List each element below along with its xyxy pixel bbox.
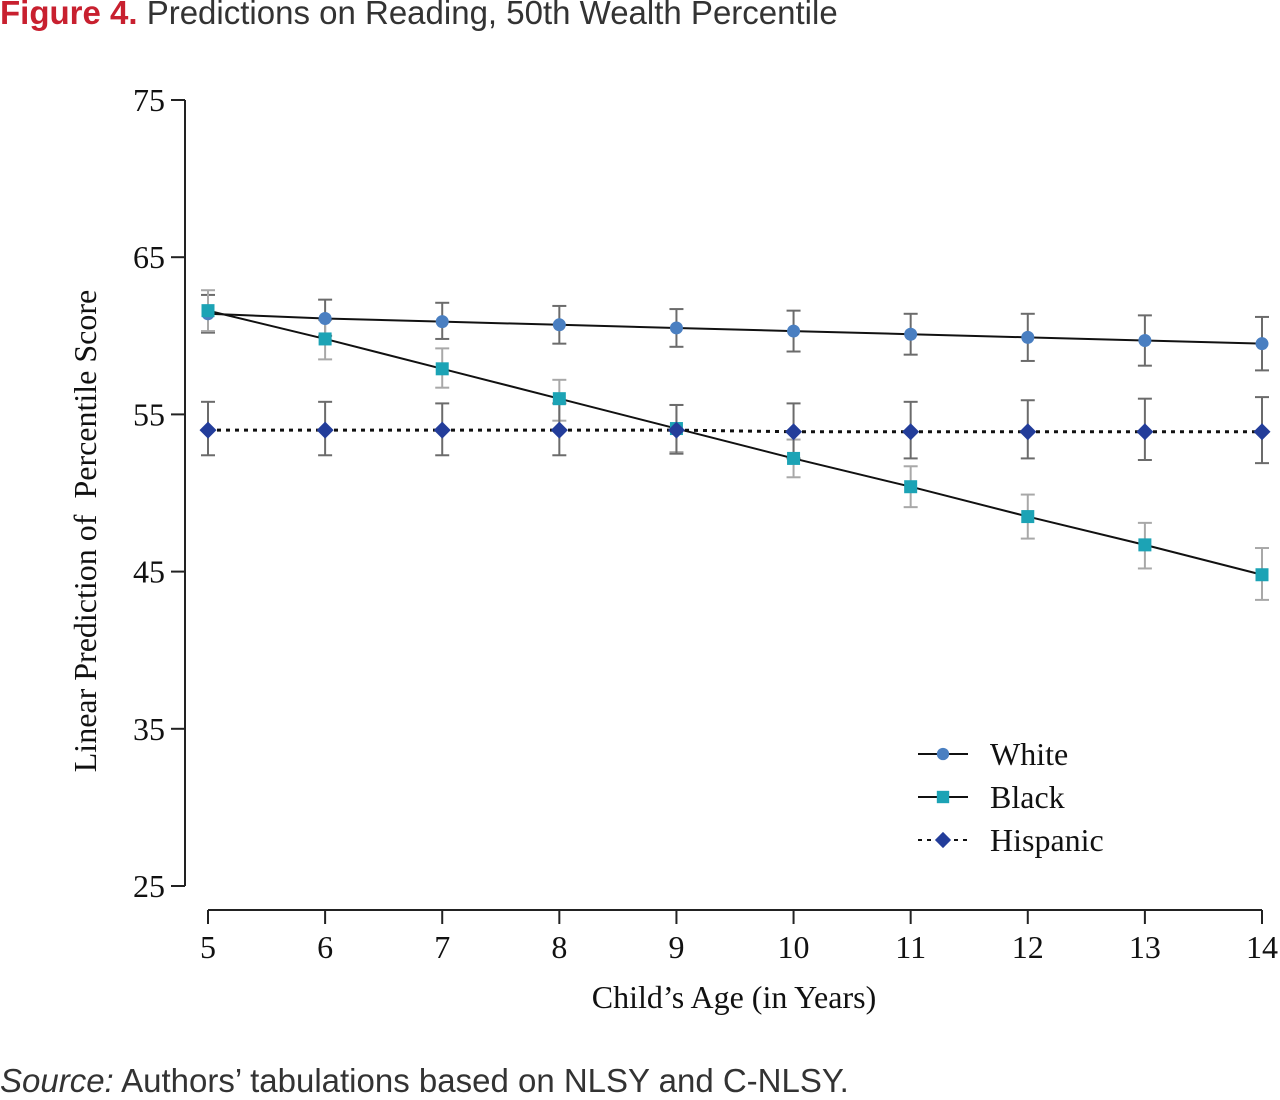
x-tick-label: 8 — [551, 929, 567, 965]
white-point — [318, 312, 332, 326]
white-point — [904, 327, 918, 341]
error-bars — [201, 289, 1269, 601]
y-tick-label: 45 — [133, 554, 165, 590]
black-point — [552, 392, 566, 406]
x-tick-label: 5 — [200, 929, 216, 965]
x-tick-label: 11 — [895, 929, 926, 965]
y-tick-label: 65 — [133, 239, 165, 275]
hispanic-point — [785, 423, 803, 441]
hispanic-point — [316, 421, 334, 439]
hispanic-point — [1253, 423, 1271, 441]
x-tick-label: 10 — [778, 929, 810, 965]
source-text: Authors’ tabulations based on NLSY and C… — [121, 1062, 849, 1099]
legend: White Black Hispanic — [918, 736, 1104, 858]
white-line — [207, 312, 1263, 345]
hispanic-point — [1019, 423, 1037, 441]
hispanic-point — [550, 421, 568, 439]
black-point — [1255, 568, 1269, 582]
y-tick-label: 75 — [133, 82, 165, 118]
hispanic-point — [902, 423, 920, 441]
hispanic-point — [1136, 423, 1154, 441]
figure-title-text: Predictions on Reading, 50th Wealth Perc… — [146, 0, 838, 31]
black-line — [207, 309, 1263, 576]
series-lines — [207, 309, 1263, 576]
legend-label-white: White — [990, 736, 1068, 772]
white-point — [1021, 330, 1035, 344]
black-point — [201, 304, 215, 318]
x-axis-title: Child’s Age (in Years) — [592, 979, 876, 1015]
black-point — [787, 451, 801, 465]
series-markers — [199, 304, 1271, 582]
figure-title: Figure 4. Predictions on Reading, 50th W… — [0, 0, 838, 32]
x-tick-label: 12 — [1012, 929, 1044, 965]
hispanic-point — [667, 421, 685, 439]
x-tick-label: 7 — [434, 929, 450, 965]
axes: 25 35 45 55 65 75 5 6 7 8 9 10 11 12 13 14 — [133, 82, 1278, 965]
white-point — [1138, 334, 1152, 348]
hispanic-point — [199, 421, 217, 439]
y-tick-label: 35 — [133, 711, 165, 747]
black-point — [904, 480, 918, 494]
white-point — [552, 318, 566, 332]
x-tick-label: 14 — [1246, 929, 1278, 965]
white-point — [669, 321, 683, 335]
legend-marker-white — [936, 747, 950, 761]
y-tick-label: 55 — [133, 396, 165, 432]
white-point — [435, 315, 449, 329]
hispanic-point — [433, 421, 451, 439]
line-chart: 25 35 45 55 65 75 5 6 7 8 9 10 11 12 13 14 White Black Hi… — [67, 82, 1278, 1015]
y-tick-label: 25 — [133, 868, 165, 904]
legend-label-black: Black — [990, 779, 1065, 815]
white-point — [787, 324, 801, 338]
black-point — [318, 332, 332, 346]
y-axis-title: Linear Prediction of Percentile Score — [67, 290, 103, 772]
legend-marker-black — [936, 790, 950, 804]
figure-label: Figure 4. — [0, 0, 138, 31]
x-tick-label: 13 — [1129, 929, 1161, 965]
source-label: Source: — [0, 1062, 114, 1099]
legend-label-hispanic: Hispanic — [990, 822, 1104, 858]
black-point — [435, 362, 449, 376]
hispanic-line — [208, 428, 1262, 434]
white-point — [1255, 337, 1269, 351]
black-point — [1138, 538, 1152, 552]
x-tick-label: 6 — [317, 929, 333, 965]
x-tick-label: 9 — [668, 929, 684, 965]
source-note: Source: Authors’ tabulations based on NL… — [0, 1062, 849, 1100]
black-point — [1021, 510, 1035, 524]
legend-marker-hispanic — [934, 831, 952, 849]
